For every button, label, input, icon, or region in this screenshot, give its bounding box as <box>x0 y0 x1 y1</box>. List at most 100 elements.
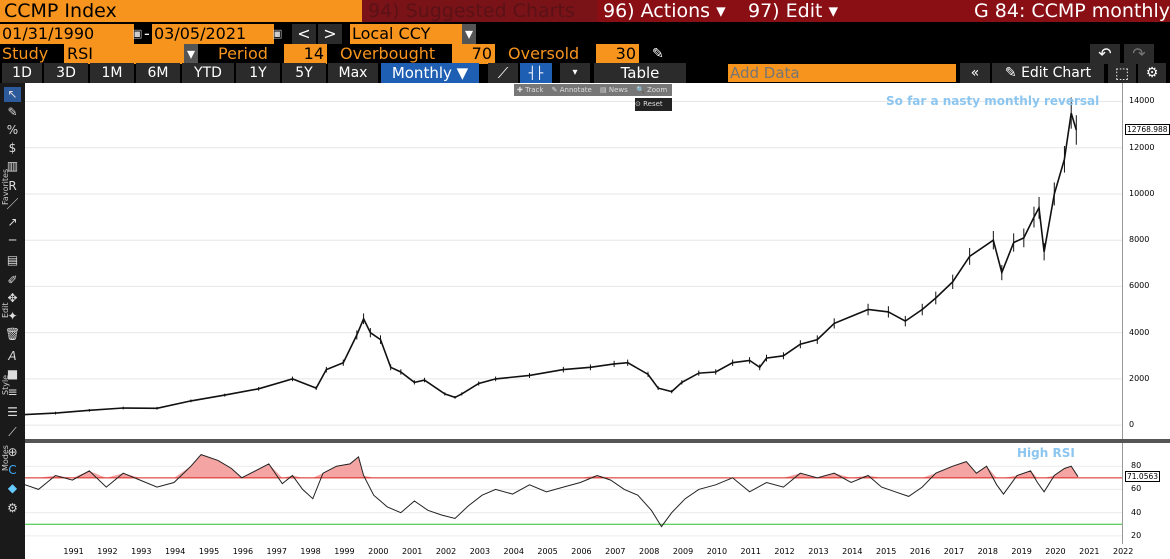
last-price-tag: 12768.988 <box>1125 123 1170 135</box>
calendar-icon[interactable]: ▣ <box>272 27 283 40</box>
x-tick-label: 2006 <box>571 547 592 556</box>
calendar-icon[interactable]: ▣ <box>132 27 143 40</box>
period-max-button[interactable]: Max <box>328 63 378 83</box>
collapse-icon[interactable]: « <box>960 63 990 83</box>
ray-icon[interactable]: ↗ <box>7 215 18 229</box>
x-tick-label: 2020 <box>1045 547 1066 556</box>
line-chart-icon[interactable]: ⟋ <box>488 63 518 83</box>
crosshair-icon[interactable]: ⊕ <box>7 445 18 459</box>
column-icon[interactable]: ▥ <box>6 159 19 173</box>
crop-icon[interactable]: ⬚ <box>1108 63 1136 83</box>
magic-icon[interactable]: ✦ <box>7 309 18 323</box>
period-ytd-button[interactable]: YTD <box>182 63 234 83</box>
ticker-field[interactable]: CCMP Index <box>0 0 362 22</box>
reset-button[interactable]: ⊙ Reset <box>635 98 672 111</box>
x-tick-label: 1996 <box>232 547 254 556</box>
suggested-charts-label: 94) Suggested Charts <box>368 0 575 22</box>
period-1m-button[interactable]: 1M <box>90 63 134 83</box>
period-3d-button[interactable]: 3D <box>44 63 88 83</box>
annotate-tool[interactable]: ✎ Annotate <box>551 86 592 94</box>
x-tick-label: 2016 <box>909 547 931 556</box>
channel-icon[interactable]: ▤ <box>6 253 19 267</box>
bar-chart-icon[interactable]: ┤├ <box>520 63 552 83</box>
color-icon[interactable]: ◆ <box>7 481 18 495</box>
x-tick-label: 2008 <box>638 547 660 556</box>
x-tick-label: 1995 <box>198 547 220 556</box>
gear-icon[interactable]: ⚙ <box>1138 63 1166 83</box>
move-icon[interactable]: ✥ <box>7 291 18 305</box>
rsi-tick-label: 20 <box>1131 530 1142 540</box>
period-input[interactable]: 14 <box>284 44 327 64</box>
favorites-label: Favorites <box>1 168 10 205</box>
period-1y-button[interactable]: 1Y <box>236 63 280 83</box>
edit-chart-button[interactable]: ✎ Edit Chart <box>992 63 1104 83</box>
annotate-label: Annotate <box>559 86 592 94</box>
overbought-input[interactable]: 70 <box>452 44 495 64</box>
actions-menu[interactable]: 96) Actions ▾ <box>597 0 745 22</box>
edit-menu[interactable]: 97) Edit ▾ <box>742 0 854 22</box>
table-button[interactable]: Table <box>594 63 686 83</box>
percent-icon[interactable]: % <box>6 123 19 137</box>
start-date-input[interactable]: 01/31/1990 <box>0 24 134 44</box>
last-rsi-tag: 71.0563 <box>1125 470 1161 482</box>
header-bar: CCMP Index 94) Suggested Charts 96) Acti… <box>0 0 1170 22</box>
magnet-icon[interactable]: C <box>8 463 17 477</box>
x-tick-label: 1997 <box>266 547 287 556</box>
study-select[interactable]: RSI <box>64 44 187 64</box>
track-tool[interactable]: ✚ Track <box>517 86 544 94</box>
end-date-input[interactable]: 03/05/2021 <box>152 24 274 44</box>
pen-icon[interactable]: ✎ <box>7 105 18 119</box>
date-range-bar: 01/31/1990 ▣ - 03/05/2021 ▣ < > Local CC… <box>0 24 1170 44</box>
rsi-tick-label: 80 <box>1131 461 1142 471</box>
suggested-charts-menu[interactable]: 94) Suggested Charts <box>362 0 600 22</box>
rsi-tick-label: 40 <box>1131 507 1142 517</box>
prev-period-button[interactable]: < <box>292 24 316 44</box>
edit-side-label: Edit <box>1 302 10 319</box>
price-tick-label: 14000 <box>1129 96 1155 106</box>
ruler-icon[interactable]: ⟋ <box>8 425 17 439</box>
redo-icon[interactable]: ↷ <box>1124 44 1154 64</box>
brush-icon[interactable]: ✐ <box>7 273 18 287</box>
line-style-icon[interactable]: ☰ <box>7 405 18 419</box>
text-icon[interactable]: A <box>8 349 17 363</box>
x-tick-label: 2002 <box>435 547 457 556</box>
oversold-label: Oversold <box>508 44 580 63</box>
chevron-down-icon[interactable]: ▾ <box>184 44 198 64</box>
next-period-button[interactable]: > <box>318 24 342 44</box>
chevron-down-icon[interactable]: ▾ <box>560 63 590 83</box>
price-chart-panel[interactable]: ✚ Track ✎ Annotate ▤ News 🔍 Zoom ⊙ Reset… <box>25 83 1122 439</box>
fib-icon[interactable]: R <box>8 179 17 193</box>
fill-icon[interactable]: ■ <box>6 367 19 381</box>
price-tick-label: 12000 <box>1129 142 1155 152</box>
price-tick-label: 0 <box>1129 420 1135 430</box>
price-tick-label: 4000 <box>1129 327 1150 337</box>
x-tick-label: 2010 <box>706 547 728 556</box>
pencil-icon[interactable]: ✎ <box>652 46 664 62</box>
period-6m-button[interactable]: 6M <box>136 63 180 83</box>
price-tick-label: 10000 <box>1129 188 1155 198</box>
zoom-tool[interactable]: 🔍 Zoom <box>636 86 668 94</box>
period-5y-button[interactable]: 5Y <box>282 63 326 83</box>
panel-divider[interactable] <box>25 439 1170 443</box>
x-tick-label: 2022 <box>1113 547 1134 556</box>
line-weight-icon[interactable]: ≡ <box>7 385 18 399</box>
news-tool[interactable]: ▤ News <box>600 86 628 94</box>
settings-icon[interactable]: ⚙ <box>7 501 18 515</box>
rsi-panel[interactable]: High RSI <box>25 443 1122 544</box>
period-1d-button[interactable]: 1D <box>2 63 42 83</box>
edit-chart-label: Edit Chart <box>1021 65 1092 81</box>
trash-icon[interactable]: 🗑 <box>4 327 21 341</box>
add-data-field[interactable] <box>728 64 956 82</box>
pointer-icon[interactable]: ↖ <box>4 87 21 102</box>
oversold-input[interactable]: 30 <box>596 44 639 64</box>
undo-icon[interactable]: ↶ <box>1090 44 1120 64</box>
frequency-select[interactable]: Monthly ▼ <box>381 63 479 83</box>
study-label: Study <box>2 44 49 63</box>
chevron-down-icon[interactable]: ▾ <box>462 24 476 44</box>
price-chart <box>25 97 1122 426</box>
dollar-icon[interactable]: $ <box>8 141 17 155</box>
currency-select[interactable]: Local CCY <box>350 24 464 44</box>
add-data-input[interactable] <box>726 63 958 83</box>
trendline-icon[interactable]: ／ <box>6 197 19 211</box>
hline-icon[interactable]: ─ <box>8 233 17 247</box>
